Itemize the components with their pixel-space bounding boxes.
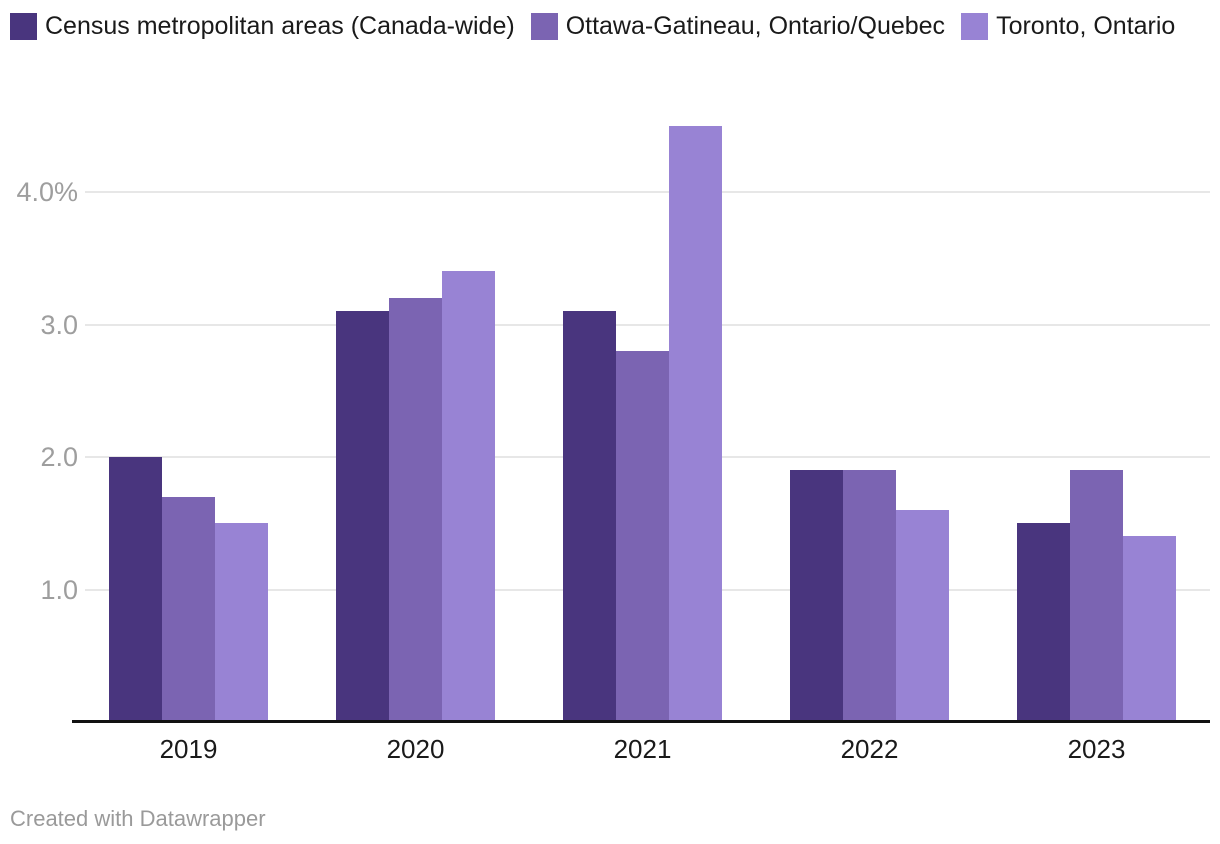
bar-2022-series-2[interactable]	[843, 470, 896, 722]
y-axis-tick-label: 1.0	[40, 574, 78, 605]
gridline-3	[85, 323, 1210, 326]
bar-2019-series-1[interactable]	[109, 457, 162, 722]
y-axis-tick-label: 2.0	[40, 442, 78, 472]
legend-item-1: Census metropolitan areas (Canada-wide)	[10, 13, 515, 40]
bar-2020-series-2[interactable]	[389, 298, 442, 722]
bar-2019-series-2[interactable]	[162, 497, 215, 722]
y-axis-tick-label: 4.0%	[16, 177, 78, 207]
bar-2023-series-1[interactable]	[1017, 523, 1070, 722]
legend-item-label: Census metropolitan areas (Canada-wide)	[45, 12, 515, 40]
x-axis-label-2020: 2020	[386, 734, 445, 764]
gridline-4	[85, 191, 1210, 193]
bar-2020-series-3[interactable]	[442, 271, 495, 722]
legend-item-2: Ottawa-Gatineau, Ontario/Quebec	[530, 12, 946, 40]
legend-swatch-icon	[10, 13, 37, 40]
bar-2021-series-3[interactable]	[669, 126, 722, 722]
legend-item-label: Ottawa-Gatineau, Ontario/Quebec	[565, 12, 946, 40]
bar-2021-series-2[interactable]	[616, 351, 669, 722]
bar-2021-series-1[interactable]	[563, 311, 616, 722]
x-axis-line	[72, 720, 1210, 723]
credit-text: Created with Datawrapper	[10, 806, 266, 831]
legend-swatch-icon	[530, 13, 558, 40]
x-axis-label-2022: 2022	[840, 734, 899, 764]
legend: Census metropolitan areas (Canada-wide) O…	[10, 13, 1175, 40]
legend-item-label: Toronto, Ontario	[996, 12, 1176, 40]
bar-2022-series-3[interactable]	[896, 510, 949, 722]
y-axis-tick-label: 3.0	[40, 309, 78, 340]
bar-2023-series-3[interactable]	[1123, 536, 1176, 722]
legend-swatch-icon	[961, 13, 989, 40]
x-axis-label-2023: 2023	[1067, 734, 1126, 764]
bar-2023-series-2[interactable]	[1070, 470, 1123, 722]
x-axis-label-2019: 2019	[159, 734, 218, 764]
bar-2020-series-1[interactable]	[336, 311, 389, 722]
bar-2019-series-3[interactable]	[215, 523, 268, 722]
legend-item-3: Toronto, Ontario	[961, 13, 1175, 40]
x-axis-label-2021: 2021	[613, 734, 672, 764]
bar-2022-series-1[interactable]	[790, 470, 843, 722]
credit-line: Created with Datawrapper	[10, 806, 266, 832]
